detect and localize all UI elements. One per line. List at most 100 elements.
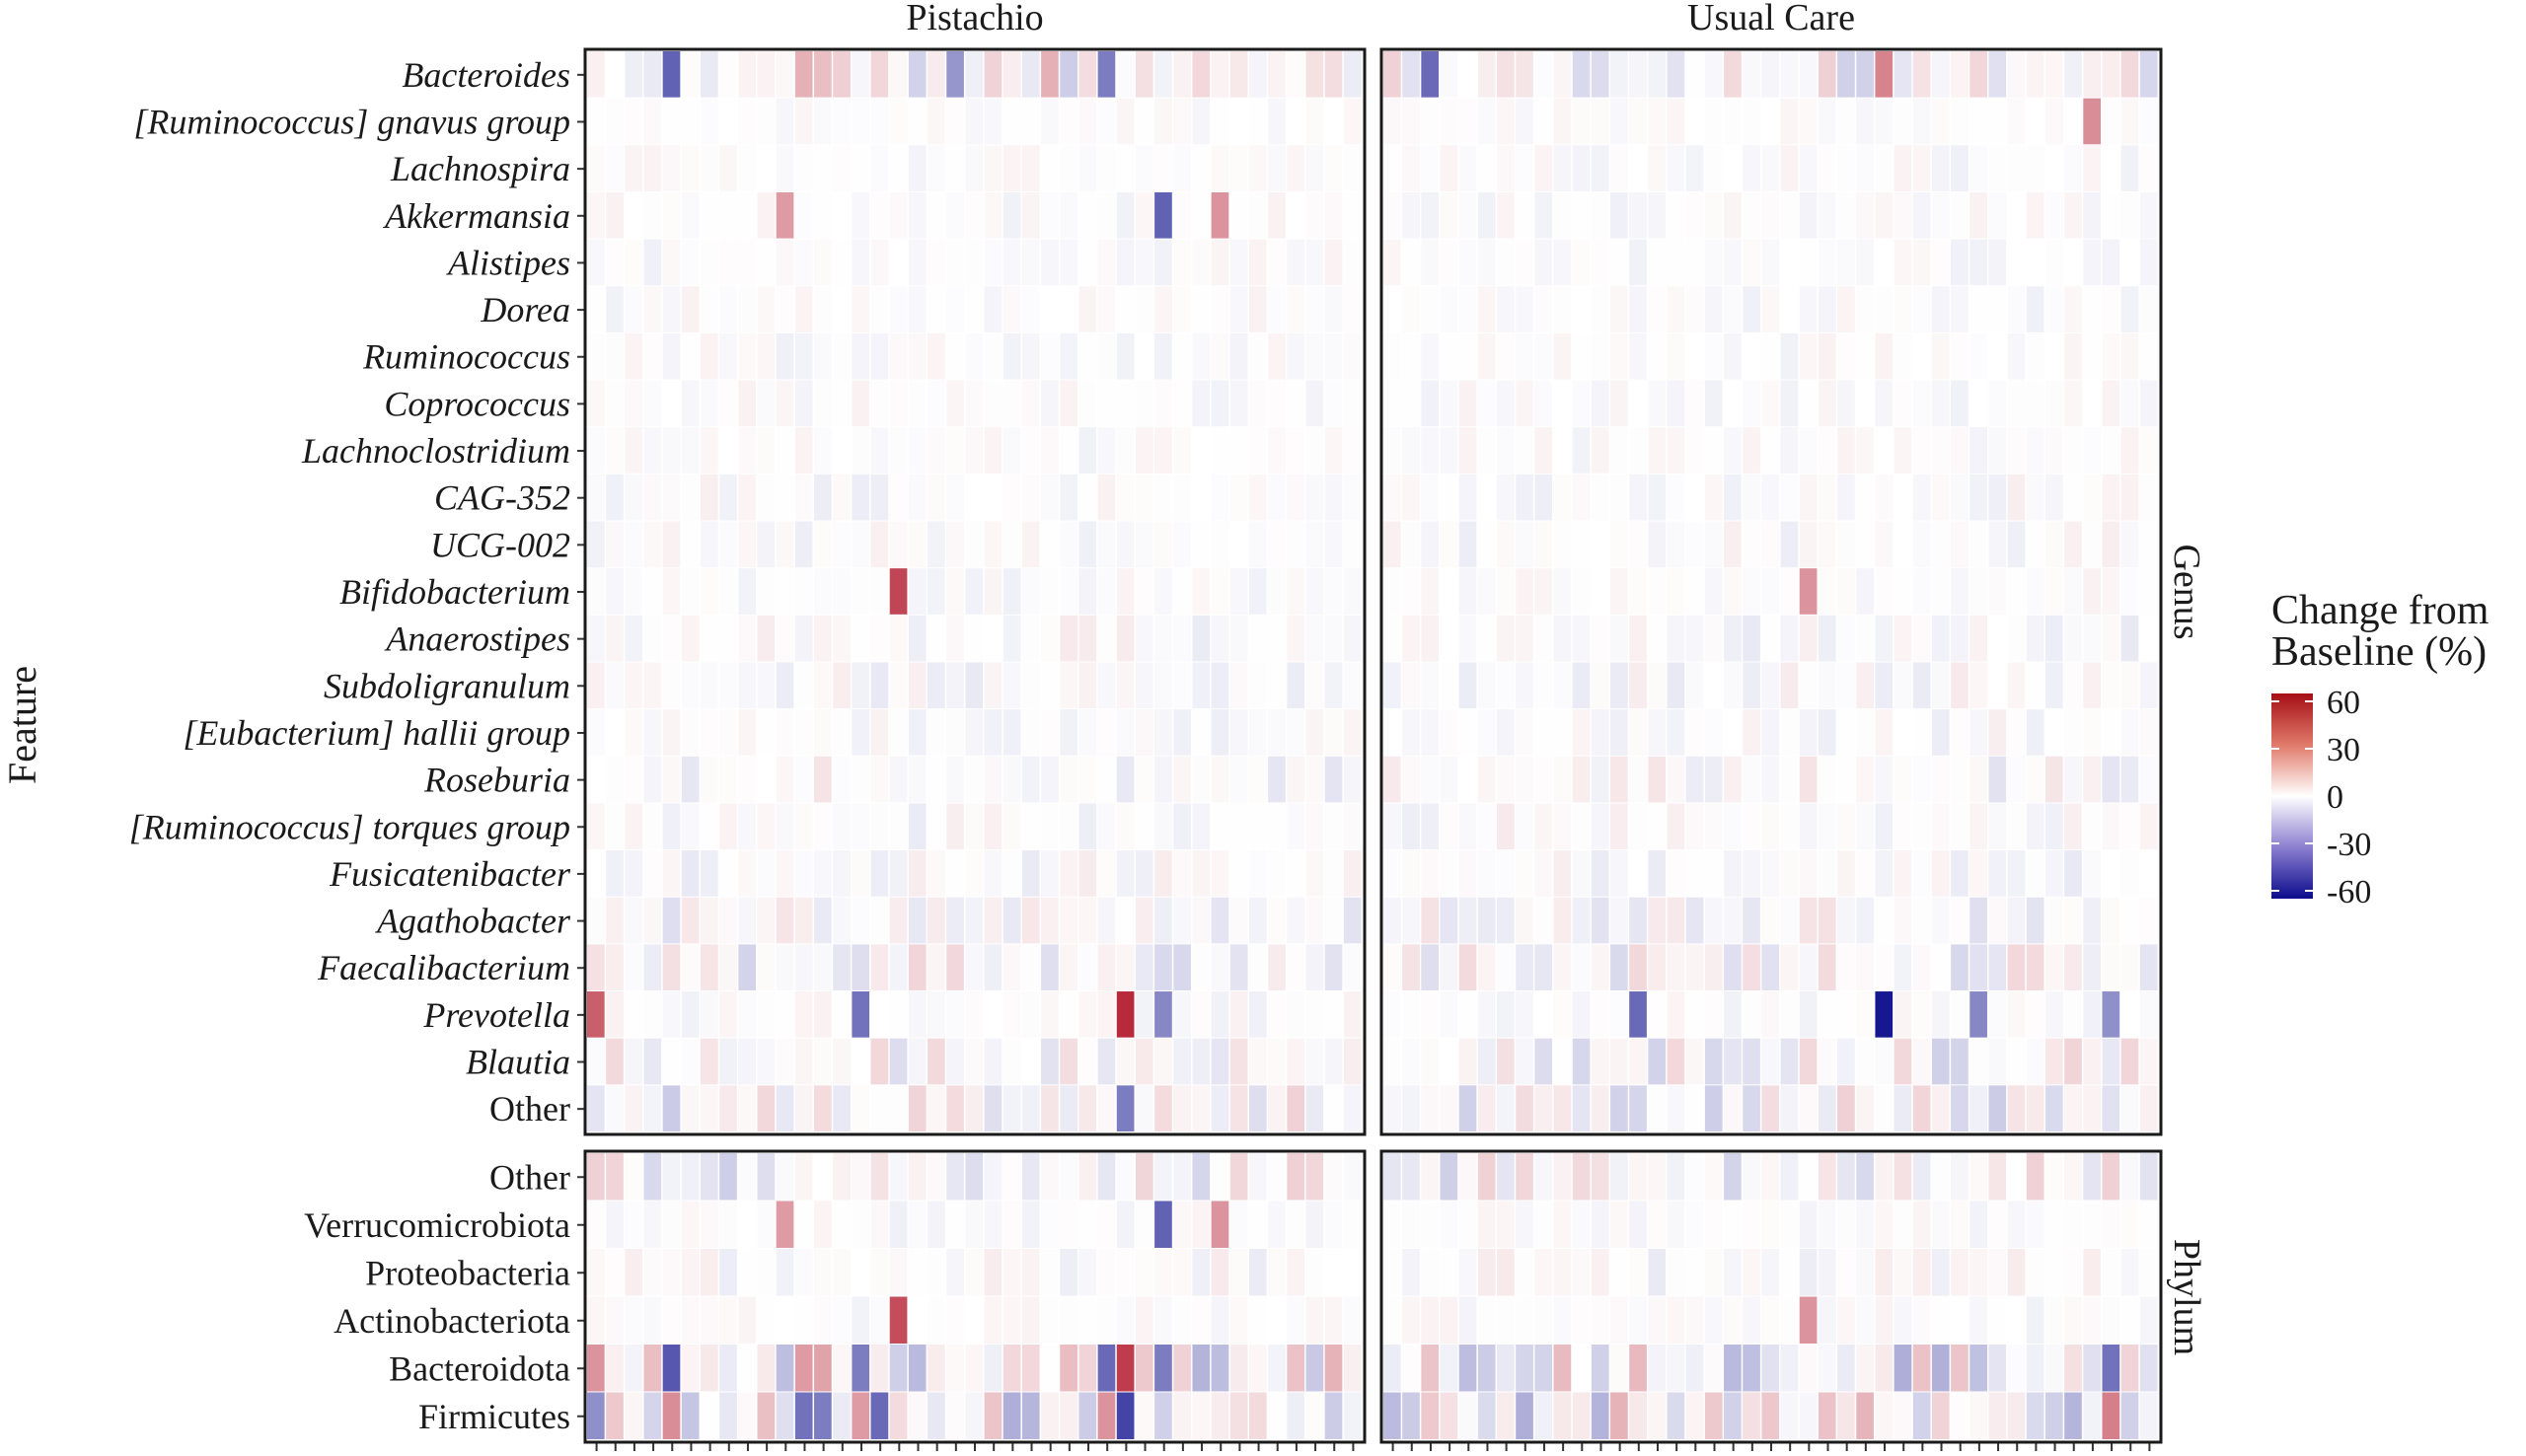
heatmap-cell <box>701 239 718 286</box>
heatmap-cell <box>1116 473 1135 521</box>
heatmap-cell <box>776 521 794 568</box>
heatmap-cell <box>757 662 776 709</box>
heatmap-cell <box>1343 1345 1362 1392</box>
heatmap-cell <box>1724 51 1742 98</box>
heatmap-cell <box>1553 191 1572 239</box>
heatmap-cell <box>852 897 870 944</box>
heatmap-cell <box>833 239 851 286</box>
heatmap-cell <box>1211 51 1229 98</box>
heatmap-cell <box>1477 568 1496 615</box>
panel-frame <box>583 47 1367 1136</box>
heatmap-cell <box>2007 145 2026 191</box>
heatmap-cell <box>1648 944 1667 991</box>
heatmap-cell <box>1343 145 1362 191</box>
heatmap-cell <box>1648 145 1667 191</box>
heatmap-cell <box>1402 191 1420 239</box>
heatmap-cell <box>1799 1038 1818 1085</box>
heatmap-cell <box>2026 521 2044 568</box>
heatmap-cell <box>1761 991 1780 1038</box>
heatmap-cell <box>757 1249 776 1296</box>
heatmap-cell <box>1421 897 1440 944</box>
heatmap-cell <box>606 98 624 145</box>
heatmap-cell <box>1211 850 1229 897</box>
heatmap-cell <box>1458 1296 1477 1344</box>
heatmap-cell <box>1440 1249 1458 1296</box>
heatmap-cell <box>2102 756 2120 803</box>
heatmap-cell <box>662 756 681 803</box>
heatmap-cell <box>1173 944 1191 991</box>
heatmap-cell <box>1154 850 1172 897</box>
heatmap-cell <box>1743 1249 1760 1296</box>
heatmap-cell <box>1305 662 1324 709</box>
heatmap-cell <box>1268 1038 1286 1085</box>
heatmap-cell <box>1553 944 1572 991</box>
heatmap-cell <box>1837 1153 1855 1201</box>
heatmap-cell <box>662 897 681 944</box>
heatmap-cell <box>1534 1392 1553 1439</box>
heatmap-cell <box>757 239 776 286</box>
heatmap-cell <box>1912 1085 1931 1131</box>
heatmap-cell <box>662 615 681 662</box>
heatmap-cell <box>1553 615 1572 662</box>
heatmap-cell <box>928 1201 945 1248</box>
heatmap-cell <box>587 897 605 944</box>
heatmap-cell <box>1553 803 1572 850</box>
heatmap-cell <box>587 803 605 850</box>
heatmap-cell <box>606 756 624 803</box>
heatmap-cell <box>1248 145 1267 191</box>
heatmap-cell <box>1229 1085 1248 1131</box>
heatmap-cell <box>2139 521 2158 568</box>
heatmap-cell <box>1685 145 1704 191</box>
heatmap-cell <box>2007 1085 2026 1131</box>
row-label: Bifidobacterium <box>339 572 570 612</box>
heatmap-cell <box>1818 709 1836 756</box>
heatmap-cell <box>928 991 945 1038</box>
heatmap-cell <box>587 191 605 239</box>
heatmap-cell <box>1553 380 1572 427</box>
heatmap-cell <box>1287 897 1304 944</box>
heatmap-cell <box>1837 709 1855 756</box>
heatmap-cell <box>1969 239 1987 286</box>
heatmap-cell <box>1951 615 1969 662</box>
heatmap-cell <box>738 521 757 568</box>
heatmap-cell <box>1894 51 1912 98</box>
legend-tick-label: -30 <box>2327 827 2371 863</box>
heatmap-cell <box>2083 1085 2101 1131</box>
heatmap-cell <box>1743 850 1760 897</box>
heatmap-cell <box>662 145 681 191</box>
row-label: CAG-352 <box>434 478 570 518</box>
heatmap-cell <box>2007 850 2026 897</box>
heatmap-cell <box>606 1085 624 1131</box>
heatmap-cell <box>1402 286 1420 332</box>
heatmap-cell <box>1534 98 1553 145</box>
heatmap-cell <box>794 944 813 991</box>
heatmap-cell <box>1458 51 1477 98</box>
heatmap-cell <box>1912 191 1931 239</box>
heatmap-cell <box>1667 427 1685 473</box>
x-axis-ticks <box>595 1443 2151 1451</box>
heatmap-cell <box>2139 1085 2158 1131</box>
heatmap-cell <box>1440 51 1458 98</box>
heatmap-cell <box>1383 1392 1401 1439</box>
heatmap-cell <box>1648 1392 1667 1439</box>
heatmap-cell <box>681 850 700 897</box>
heatmap-cell <box>1173 991 1191 1038</box>
heatmap-cell <box>1648 239 1667 286</box>
heatmap-cell <box>1931 239 1950 286</box>
heatmap-cell <box>1060 709 1077 756</box>
heatmap-cell <box>1610 98 1628 145</box>
heatmap-cell <box>1743 991 1760 1038</box>
heatmap-cell <box>1610 380 1628 427</box>
heatmap-cell <box>1553 1345 1572 1392</box>
heatmap-cell <box>1041 98 1059 145</box>
heatmap-cell <box>1988 98 2007 145</box>
heatmap-cell <box>1154 1249 1172 1296</box>
heatmap-cell <box>1856 521 1874 568</box>
heatmap-cell <box>1003 98 1021 145</box>
heatmap-cell <box>1516 850 1533 897</box>
heatmap-cell <box>2120 286 2139 332</box>
heatmap-cell <box>1951 944 1969 991</box>
heatmap-cell <box>908 1249 927 1296</box>
heatmap-cell <box>1060 756 1077 803</box>
heatmap-cell <box>738 380 757 427</box>
